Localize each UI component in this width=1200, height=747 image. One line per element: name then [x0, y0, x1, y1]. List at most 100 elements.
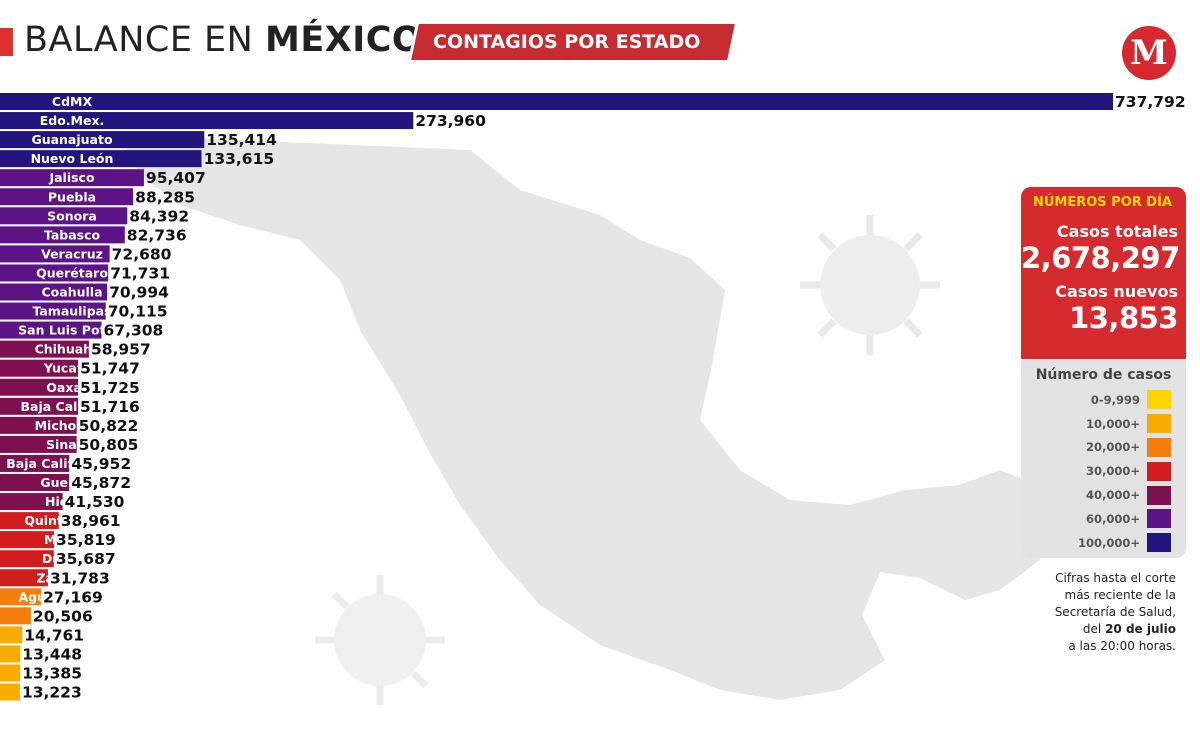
bar	[0, 245, 110, 263]
footnote-line: más reciente de la	[1064, 588, 1177, 602]
page-title: BALANCE EN MÉXICO	[24, 20, 422, 60]
total-cases-value: 2,678,297	[1021, 241, 1180, 275]
new-cases-label: Casos nuevos	[1055, 282, 1178, 301]
bar	[0, 359, 79, 377]
bar-value-label: 14,761	[24, 626, 84, 644]
bar-category-label: Tlaxcala	[43, 608, 101, 623]
header-accent-bar	[0, 28, 13, 56]
bar-value-label: 51,725	[80, 379, 140, 397]
bar-category-label: Tabasco	[44, 227, 101, 242]
bar	[0, 645, 21, 663]
bar-category-label: Zacatecas	[36, 570, 107, 585]
footnote-line: Cifras hasta el corte	[1055, 571, 1176, 585]
bar	[0, 454, 70, 472]
bar-value-label: 38,961	[61, 512, 121, 530]
virus-icon	[315, 575, 445, 705]
bar-category-label: Oaxaca	[46, 380, 97, 395]
bar-value-label: 20,506	[33, 607, 93, 625]
legend-swatch	[1147, 437, 1171, 457]
bar-category-label: Tamaulipas	[32, 304, 111, 319]
bar	[0, 664, 21, 682]
legend-item-label: 10,000+	[1085, 416, 1140, 431]
legend-item: 10,000+	[1021, 412, 1186, 436]
bar-value-label: 67,308	[104, 322, 164, 340]
bar-category-label: Chihuahua	[35, 342, 110, 357]
bar-value-label: 45,952	[71, 455, 131, 473]
bar-category-label: Jalisco	[48, 170, 95, 185]
bar	[0, 397, 79, 415]
legend-swatch	[1147, 461, 1171, 481]
bar-category-label: Yucatán	[43, 361, 100, 376]
bar-category-label: Quintana Roo	[24, 513, 120, 528]
bar-value-label: 70,994	[109, 284, 169, 302]
bar-category-label: Colima	[48, 685, 96, 700]
bar-category-label: Baja California Sur	[6, 456, 138, 471]
bar	[0, 626, 23, 644]
bar-value-label: 50,805	[79, 436, 139, 454]
bar	[0, 378, 79, 396]
legend-item: 0-9,999	[1021, 388, 1186, 412]
bar-value-label: 50,822	[79, 417, 139, 435]
bar	[0, 512, 59, 530]
virus-icon	[800, 215, 940, 355]
bar	[0, 416, 77, 434]
bar-category-label: Durango	[42, 551, 103, 566]
milenio-logo: M	[1122, 26, 1176, 80]
bar-category-label: CdMX	[52, 94, 93, 109]
bar-category-label: Aguascalientes	[18, 589, 125, 604]
legend-item-label: 30,000+	[1085, 464, 1140, 479]
bar-category-label: Sonora	[47, 208, 97, 223]
daily-numbers-box: NÚMEROS POR DÍA Casos totales 2,678,297 …	[1021, 187, 1186, 359]
legend-item: 60,000+	[1021, 507, 1186, 531]
bar-category-label: Michoacán	[35, 418, 110, 433]
bar	[0, 474, 70, 491]
bar-category-label: Guanajuato	[31, 132, 113, 147]
bar	[0, 321, 102, 339]
legend-swatch	[1147, 390, 1171, 410]
bar	[0, 531, 55, 549]
bar-value-label: 135,414	[206, 131, 277, 149]
bar	[0, 569, 48, 587]
bar-category-label: Querétaro	[36, 265, 108, 280]
title-bold: MÉXICO	[265, 20, 423, 60]
bar-category-label: Veracruz	[41, 246, 103, 261]
legend-swatch	[1147, 414, 1171, 434]
bar-value-label: 41,530	[65, 493, 125, 511]
bar-category-label: Puebla	[48, 189, 96, 204]
bar-category-label: Sinaloa	[46, 437, 98, 452]
bar-value-label: 13,223	[22, 684, 82, 702]
total-cases-label: Casos totales	[1056, 222, 1178, 241]
legend-item: 20,000+	[1021, 436, 1186, 460]
bar	[0, 188, 134, 206]
bar-value-label: 51,747	[80, 360, 140, 378]
legend-title: Número de casos	[1035, 367, 1172, 383]
bar-category-label: Guerrero	[40, 475, 104, 490]
bar-category-label: Morelos	[44, 532, 100, 547]
bar-value-label: 82,736	[127, 226, 187, 244]
bar	[0, 226, 125, 244]
bar	[0, 283, 108, 301]
legend-item: 40,000+	[1021, 483, 1186, 507]
bar-value-label: 31,783	[50, 569, 110, 587]
legend-item: 30,000+	[1021, 459, 1186, 483]
bar	[0, 550, 54, 568]
bar	[0, 302, 106, 320]
bar-value-label: 95,407	[146, 169, 206, 187]
bar-category-label: Nuevo León	[31, 151, 114, 166]
legend-item-label: 0-9,999	[1090, 392, 1140, 407]
new-cases-value: 13,853	[1069, 301, 1178, 335]
footnote-line: a las 20:00 horas.	[1068, 639, 1176, 653]
bar-value-label: 88,285	[135, 188, 195, 206]
bar-value-label: 84,392	[129, 207, 189, 225]
bar-category-label: Hidalgo	[45, 494, 99, 509]
legend-swatch	[1147, 509, 1171, 529]
bar-value-label: 13,385	[22, 665, 82, 683]
bar-category-label: Chiapas	[44, 666, 100, 681]
bar-category-label: Edo.Mex.	[40, 113, 105, 128]
bar-category-label: San Luis Potosí	[18, 323, 126, 338]
bar-value-label: 58,957	[91, 341, 151, 359]
title-regular: BALANCE EN	[24, 20, 254, 60]
legend-item-label: 40,000+	[1085, 488, 1140, 503]
bar-value-label: 13,448	[22, 645, 82, 663]
bar	[0, 207, 128, 225]
